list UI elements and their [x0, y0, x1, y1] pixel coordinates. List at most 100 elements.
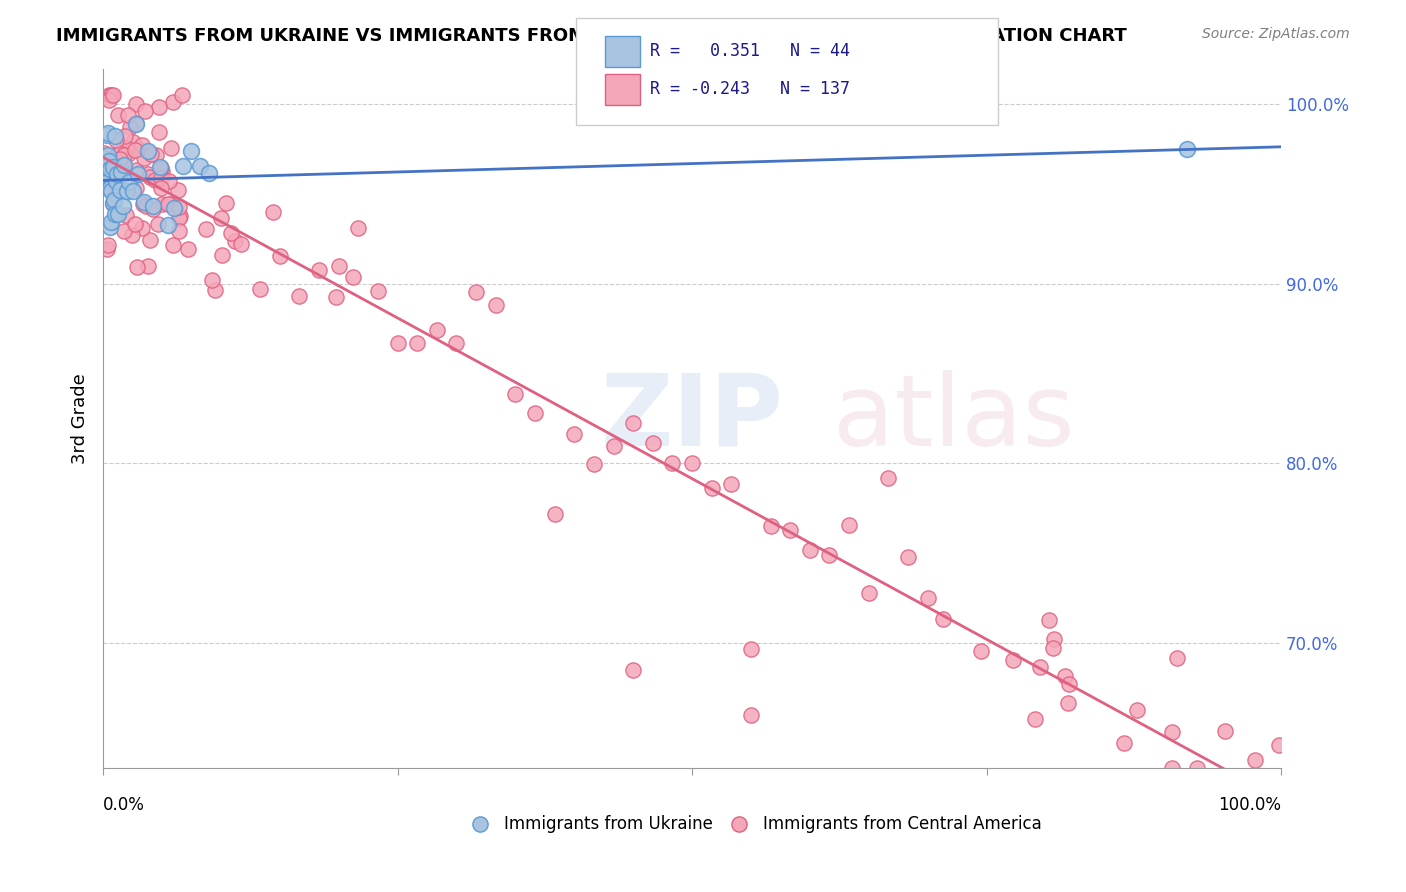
Point: [204, 283, 226, 297]
Point: [103, 197, 125, 211]
Point: [131, 220, 153, 235]
Point: [101, 195, 124, 210]
Point: [740, 707, 762, 722]
Point: [93, 155, 115, 169]
Y-axis label: 3rd Grade: 3rd Grade: [72, 373, 89, 464]
Point: [1185, 761, 1208, 775]
Point: [100, 215, 122, 229]
Point: [98, 181, 121, 195]
Point: [163, 201, 186, 215]
Point: [262, 205, 284, 219]
Point: [115, 184, 138, 198]
Point: [149, 161, 172, 175]
Point: [681, 456, 703, 470]
Point: [124, 218, 146, 232]
Point: [135, 199, 157, 213]
Point: [112, 224, 135, 238]
Point: [229, 236, 252, 251]
Point: [142, 199, 165, 213]
Point: [125, 117, 148, 131]
Point: [150, 197, 173, 211]
Point: [131, 137, 153, 152]
Point: [917, 591, 939, 606]
Point: [125, 181, 148, 195]
Point: [143, 172, 166, 186]
Point: [107, 147, 129, 161]
Point: [94, 173, 117, 187]
Point: [112, 158, 135, 172]
Point: [100, 88, 122, 103]
Point: [114, 147, 136, 161]
Point: [100, 184, 122, 198]
Text: Immigrants from Central America: Immigrants from Central America: [762, 815, 1042, 833]
Point: [98, 180, 121, 194]
Point: [111, 154, 134, 169]
Point: [96, 175, 118, 189]
Point: [104, 206, 127, 220]
Point: [970, 644, 993, 658]
Point: [93, 145, 115, 160]
Point: [136, 167, 159, 181]
Point: [932, 611, 955, 625]
Point: [118, 176, 141, 190]
Point: [1057, 696, 1080, 710]
Point: [148, 100, 170, 114]
Point: [700, 482, 723, 496]
Point: [127, 140, 149, 154]
Point: [1161, 725, 1184, 739]
Point: [201, 272, 224, 286]
Point: [148, 125, 170, 139]
Point: [172, 159, 194, 173]
Point: [170, 88, 193, 103]
Point: [134, 151, 156, 165]
Text: Source: ZipAtlas.com: Source: ZipAtlas.com: [1202, 27, 1350, 41]
Point: [1029, 660, 1052, 674]
Point: [740, 641, 762, 656]
Point: [124, 116, 146, 130]
Point: [562, 427, 585, 442]
Point: [1243, 753, 1265, 767]
Point: [543, 507, 565, 521]
Point: [858, 586, 880, 600]
Point: [1175, 142, 1198, 156]
Point: [108, 145, 131, 160]
Point: [219, 226, 242, 240]
Point: [195, 222, 218, 236]
Point: [96, 175, 118, 189]
Point: [115, 141, 138, 155]
Point: [799, 543, 821, 558]
Point: [269, 249, 291, 263]
Point: [114, 129, 136, 144]
Point: [117, 107, 139, 121]
Point: [325, 290, 347, 304]
Point: [177, 242, 200, 256]
Point: [406, 336, 429, 351]
Point: [1213, 723, 1236, 738]
Point: [121, 184, 143, 198]
Point: [96, 242, 118, 256]
Point: [125, 260, 148, 274]
Text: ZIP: ZIP: [600, 370, 783, 467]
Point: [524, 406, 547, 420]
Point: [150, 181, 173, 195]
Point: [1001, 652, 1024, 666]
Point: [1166, 651, 1188, 665]
Point: [97, 88, 120, 103]
Point: [211, 248, 233, 262]
Point: [621, 663, 644, 677]
Point: [136, 145, 159, 159]
Point: [97, 148, 120, 162]
Text: 100.0%: 100.0%: [1218, 797, 1281, 814]
Point: [98, 154, 121, 169]
Point: [124, 143, 146, 157]
Point: [167, 225, 190, 239]
Point: [818, 549, 841, 563]
Point: [215, 196, 238, 211]
Point: [104, 133, 127, 147]
Point: [167, 183, 190, 197]
Point: [167, 211, 190, 225]
Text: R = -0.243   N = 137: R = -0.243 N = 137: [650, 80, 849, 98]
Point: [160, 141, 183, 155]
Point: [779, 523, 801, 537]
Point: [661, 456, 683, 470]
